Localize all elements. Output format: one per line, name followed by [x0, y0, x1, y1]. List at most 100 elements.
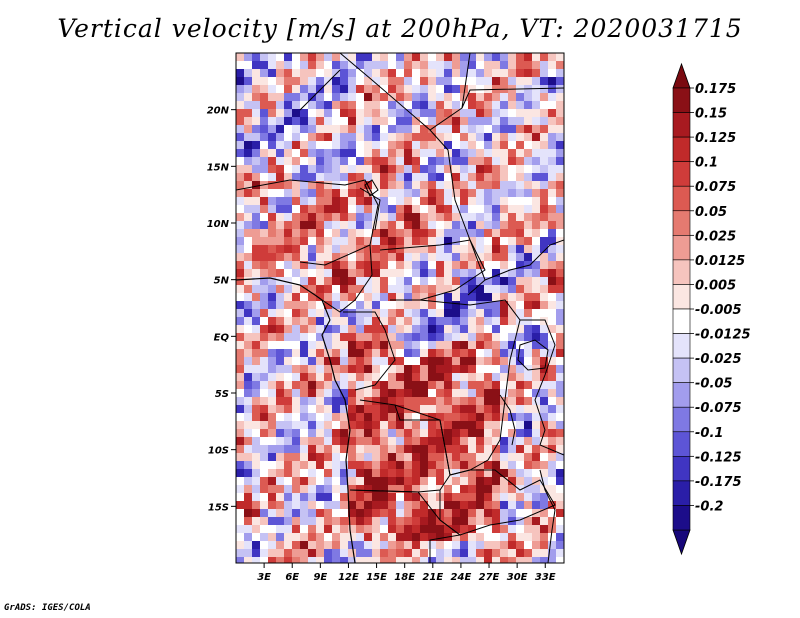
field-cell	[492, 197, 501, 206]
field-cell	[252, 173, 261, 182]
field-cell	[332, 245, 341, 254]
field-cell	[332, 189, 341, 198]
field-cell	[244, 309, 253, 318]
field-cell	[380, 173, 389, 182]
field-cell	[332, 253, 341, 262]
field-cell	[484, 293, 493, 302]
field-cell	[404, 509, 413, 518]
field-cell	[548, 181, 557, 190]
field-cell	[444, 453, 453, 462]
field-cell	[268, 141, 277, 150]
field-cell	[492, 349, 501, 358]
field-cell	[556, 221, 564, 230]
field-cell	[260, 477, 269, 486]
field-cell	[316, 301, 325, 310]
border-egypt-sudan	[461, 87, 564, 109]
field-cell	[452, 509, 461, 518]
field-cell	[300, 165, 309, 174]
field-cell	[540, 205, 549, 214]
field-cell	[348, 341, 357, 350]
field-cell	[372, 141, 381, 150]
field-cell	[404, 373, 413, 382]
field-cell	[252, 541, 261, 550]
field-cell	[436, 301, 445, 310]
field-cell	[324, 549, 333, 558]
field-cell	[284, 61, 293, 70]
field-cell	[292, 181, 301, 190]
field-cell	[420, 541, 429, 550]
field-cell	[396, 285, 405, 294]
field-cell	[356, 181, 365, 190]
field-cell	[252, 493, 261, 502]
field-cell	[540, 365, 549, 374]
field-cell	[412, 389, 421, 398]
field-cell	[412, 325, 421, 334]
field-cell	[540, 93, 549, 102]
field-cell	[412, 293, 421, 302]
field-cell	[284, 189, 293, 198]
field-cell	[316, 181, 325, 190]
field-cell	[500, 301, 509, 310]
field-cell	[476, 301, 485, 310]
field-cell	[452, 157, 461, 166]
field-cell	[316, 229, 325, 238]
field-cell	[244, 53, 253, 62]
field-cell	[260, 421, 269, 430]
field-cell	[444, 157, 453, 166]
field-cell	[252, 421, 261, 430]
field-cell	[372, 493, 381, 502]
field-cell	[428, 69, 437, 78]
field-cell	[252, 293, 261, 302]
field-cell	[428, 237, 437, 246]
field-cell	[404, 293, 413, 302]
field-cell	[532, 133, 541, 142]
field-cell	[380, 149, 389, 158]
field-cell	[356, 501, 365, 510]
field-cell	[428, 533, 437, 542]
field-cell	[388, 237, 397, 246]
field-cell	[284, 261, 293, 270]
field-cell	[436, 477, 445, 486]
field-cell	[332, 421, 341, 430]
field-cell	[364, 317, 373, 326]
field-cell	[460, 549, 469, 558]
field-cell	[380, 341, 389, 350]
field-cell	[388, 285, 397, 294]
field-cell	[452, 261, 461, 270]
field-cell	[324, 477, 333, 486]
field-cell	[420, 173, 429, 182]
field-cell	[492, 237, 501, 246]
field-cell	[244, 125, 253, 134]
field-cell	[532, 109, 541, 118]
field-cell	[300, 389, 309, 398]
field-cell	[492, 501, 501, 510]
field-cell	[468, 429, 477, 438]
field-cell	[372, 69, 381, 78]
field-cell	[476, 557, 485, 563]
field-cell	[436, 133, 445, 142]
field-cell	[484, 269, 493, 278]
field-cell	[532, 405, 541, 414]
field-cell	[396, 229, 405, 238]
field-cell	[540, 421, 549, 430]
field-cell	[420, 325, 429, 334]
field-cell	[316, 397, 325, 406]
field-cell	[532, 549, 541, 558]
field-cell	[452, 541, 461, 550]
field-cell	[372, 365, 381, 374]
field-cell	[236, 501, 245, 510]
field-cell	[252, 429, 261, 438]
field-cell	[284, 357, 293, 366]
field-cell	[324, 493, 333, 502]
field-cell	[412, 405, 421, 414]
field-cell	[484, 157, 493, 166]
border-cameroon	[321, 244, 373, 313]
field-cell	[516, 309, 525, 318]
field-cell	[388, 341, 397, 350]
colorbar-label: -0.025	[695, 352, 742, 367]
field-cell	[548, 405, 557, 414]
field-cell	[428, 309, 437, 318]
field-cell	[252, 341, 261, 350]
field-cell	[444, 109, 453, 118]
field-cell	[300, 309, 309, 318]
